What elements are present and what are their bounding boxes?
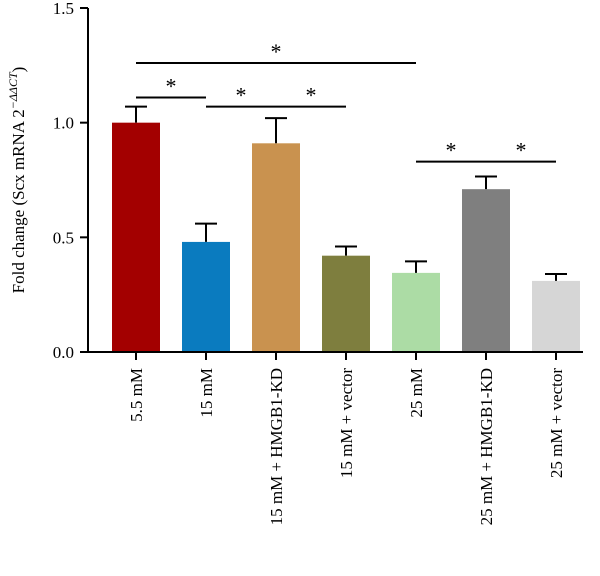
y-axis-title-superscript: −ΔΔCT [6,71,20,109]
significance-star-1: * [166,73,177,98]
bar-7 [532,280,580,352]
significance-group: * * * * * * [136,39,556,163]
bar-2 [182,241,230,352]
x-tick-label-4: 15 mM + vector [337,368,356,478]
bar-3 [252,143,300,352]
x-ticks-group: 5.5 mM 15 mM 15 mM + HMGB1-KD 15 mM + vecto… [127,352,566,525]
error-bar-4 [335,245,357,256]
error-bar-6 [475,175,497,190]
significance-star-4: * [271,39,282,64]
y-tick-label-2: 0.5 [53,228,74,247]
y-tick-label-3: 1.0 [53,114,74,133]
bar-5 [392,272,440,352]
error-bar-7 [545,273,567,281]
bar-1 [112,122,160,353]
significance-star-5: * [446,138,457,163]
significance-star-6: * [516,138,527,163]
significance-star-2: * [306,83,317,108]
significance-star-3: * [236,83,247,108]
y-axis-title-close: ) [9,67,28,73]
x-tick-label-7: 25 mM + vector [547,368,566,478]
y-axis-title-main: Fold change (Scx mRNA 2 [9,109,28,293]
y-tick-label-1: 0.0 [53,343,74,362]
x-tick-label-3: 15 mM + HMGB1-KD [267,368,286,525]
x-tick-label-5: 25 mM [407,368,426,418]
error-bar-3 [265,117,287,144]
bar-4 [322,255,370,352]
error-bar-5 [405,260,427,273]
error-bar-2 [195,222,217,242]
x-tick-label-6: 25 mM + HMGB1-KD [477,368,496,525]
x-tick-label-1: 5.5 mM [127,368,146,422]
x-tick-label-2: 15 mM [197,368,216,418]
axes-group [87,8,583,353]
y-axis-title: Fold change (Scx mRNA 2−ΔΔCT) [6,67,28,294]
bar-6 [462,189,510,352]
error-bars-group [125,105,567,281]
y-ticks-group: 0.0 0.5 1.0 1.5 [53,0,88,362]
error-bar-1 [125,105,147,123]
y-tick-label-4: 1.5 [53,0,74,18]
bars-group [112,122,580,353]
